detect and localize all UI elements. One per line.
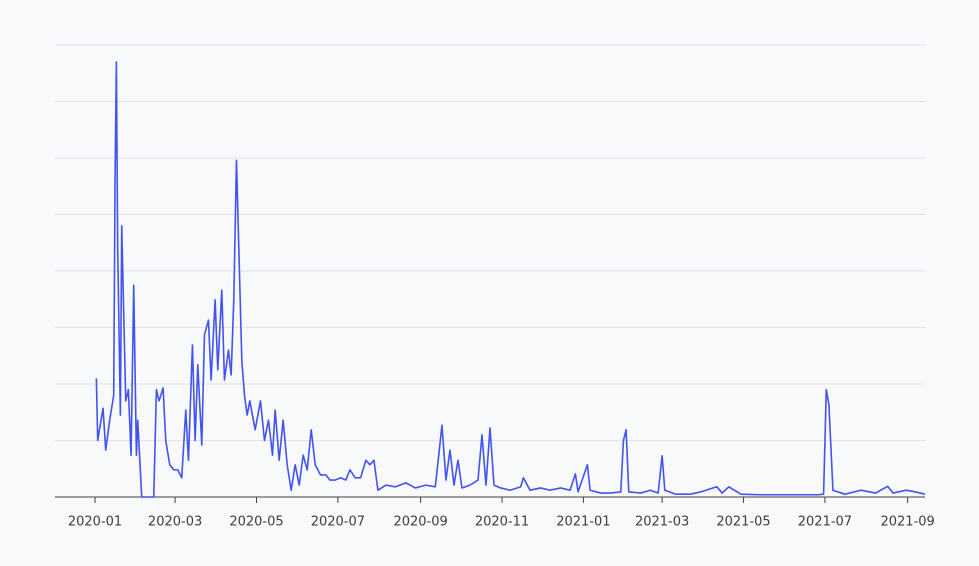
x-tick-label: 2020-11 (475, 515, 529, 530)
x-tick-label: 2020-05 (229, 515, 283, 530)
x-tick-label: 2020-09 (393, 515, 447, 530)
x-tick-label: 2021-03 (635, 515, 689, 530)
x-tick-label: 2021-07 (798, 515, 852, 530)
data-line (95, 61, 926, 498)
x-tick-label: 2021-05 (716, 515, 770, 530)
x-tick-label: 2020-01 (68, 515, 122, 530)
x-tick-label: 2020-03 (148, 515, 202, 530)
x-tick-label: 2020-07 (311, 515, 365, 530)
x-tick-label: 2021-09 (880, 515, 934, 530)
x-tick-label: 2021-01 (556, 515, 610, 530)
